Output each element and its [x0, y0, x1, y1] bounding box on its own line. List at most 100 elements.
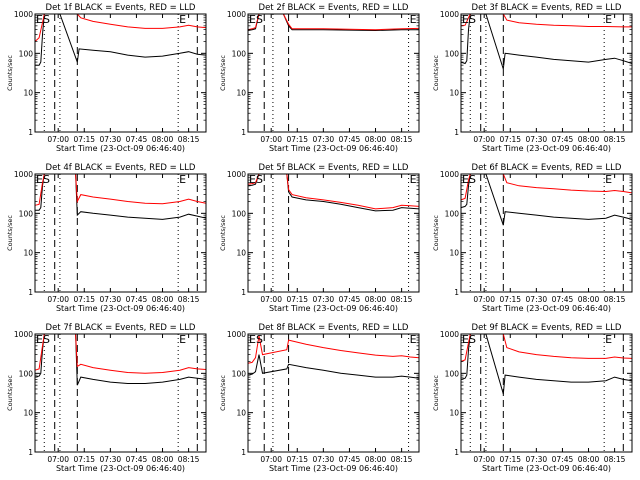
series-line-lld [460, 13, 632, 28]
y-tick-label: 10 [449, 409, 459, 418]
x-tick-label: 07:00 [47, 295, 69, 304]
x-tick-label: 08:15 [391, 135, 413, 144]
series-line-events [460, 333, 633, 395]
y-axis-label: Counts/sec [219, 375, 227, 411]
end-marker-label: E [605, 173, 612, 186]
series-line-events [247, 173, 420, 212]
end-marker-label: E [179, 333, 186, 346]
y-tick-label: 1 [241, 448, 246, 457]
y-tick-label: 10 [236, 89, 246, 98]
x-tick-label: 07:15 [286, 135, 308, 144]
y-tick-label: 100 [19, 209, 34, 218]
y-tick-label: 1 [241, 288, 246, 297]
series-line-events [460, 173, 633, 226]
panel-title: Det 4f BLACK = Events, RED = LLD [46, 163, 196, 173]
y-tick-label: 1 [454, 448, 459, 457]
start-marker-label: ES [462, 13, 476, 26]
plot-frame [460, 173, 633, 293]
y-tick-label: 1 [28, 288, 33, 297]
series-line-events [247, 13, 419, 32]
x-tick-label: 07:45 [552, 455, 574, 464]
x-tick-label: 08:00 [152, 455, 174, 464]
x-tick-label: 07:45 [126, 455, 148, 464]
panel-title: Det 5f BLACK = Events, RED = LLD [259, 163, 409, 173]
series-line-lld [460, 333, 633, 362]
x-tick-label: 07:00 [260, 455, 282, 464]
end-marker-label: E [410, 13, 417, 26]
y-axis-label: Counts/sec [6, 55, 14, 91]
x-tick-label: 07:15 [73, 295, 95, 304]
plot-frame [460, 13, 633, 133]
y-tick-label: 1000 [440, 330, 459, 339]
x-tick-label: 08:00 [578, 455, 600, 464]
x-tick-label: 07:45 [552, 295, 574, 304]
y-tick-label: 1000 [14, 330, 33, 339]
start-marker-label: ES [462, 173, 476, 186]
y-axis-label: Counts/sec [432, 375, 440, 411]
detector-panel-9: 1 10 100 1000 07:00 07:15 07:30 07:45 08:00 08:15… [432, 323, 633, 473]
end-marker-label: E [605, 333, 612, 346]
y-tick-label: 10 [23, 89, 33, 98]
x-tick-label: 07:15 [73, 455, 95, 464]
y-tick-label: 1 [28, 128, 33, 137]
y-tick-label: 1000 [14, 10, 33, 19]
x-tick-label: 07:30 [526, 455, 548, 464]
detector-panel-8: 1 10 100 1000 07:00 07:15 07:30 07:45 08:00 08:15… [219, 323, 420, 473]
series-line-lld [247, 173, 420, 210]
x-tick-label: 07:45 [126, 135, 148, 144]
detector-panel-6: 1 10 100 1000 07:00 07:15 07:30 07:45 08:00 08:15… [432, 163, 633, 313]
x-tick-label: 07:30 [100, 295, 122, 304]
y-tick-label: 10 [236, 409, 246, 418]
x-tick-label: 07:30 [100, 135, 122, 144]
x-tick-label: 07:30 [313, 135, 335, 144]
y-tick-label: 1 [241, 128, 246, 137]
panel-title: Det 7f BLACK = Events, RED = LLD [46, 323, 196, 333]
plot-frame [34, 333, 207, 453]
x-tick-label: 07:30 [313, 295, 335, 304]
detector-panel-7: 1 10 100 1000 07:00 07:15 07:30 07:45 08:00 08:15… [6, 323, 207, 473]
start-marker-label: ES [249, 333, 263, 346]
plot-frame [34, 173, 207, 293]
y-axis-label: Counts/sec [6, 375, 14, 411]
x-tick-label: 08:00 [152, 135, 174, 144]
y-tick-label: 1000 [440, 170, 459, 179]
plot-frame [460, 333, 633, 453]
panel-title: Det 3f BLACK = Events, RED = LLD [472, 3, 622, 13]
x-tick-label: 08:15 [178, 295, 200, 304]
x-tick-label: 07:30 [313, 455, 335, 464]
series-line-events [247, 354, 420, 379]
plot-frame [247, 333, 420, 453]
y-tick-label: 10 [449, 249, 459, 258]
x-tick-label: 08:15 [604, 295, 626, 304]
start-marker-label: ES [249, 13, 263, 26]
x-tick-label: 07:15 [499, 135, 521, 144]
x-tick-label: 08:00 [365, 135, 387, 144]
x-axis-label: Start Time (23-Oct-09 06:46:40) [269, 304, 398, 313]
y-tick-label: 100 [19, 369, 34, 378]
y-tick-label: 100 [445, 49, 460, 58]
x-tick-label: 08:15 [604, 455, 626, 464]
plot-frame [247, 173, 420, 293]
y-tick-label: 100 [445, 369, 460, 378]
detector-panel-4: 1 10 100 1000 07:00 07:15 07:30 07:45 08:00 08:15… [6, 163, 207, 313]
y-tick-label: 10 [236, 249, 246, 258]
series-line-events [35, 13, 207, 66]
x-tick-label: 07:45 [339, 455, 361, 464]
x-axis-label: Start Time (23-Oct-09 06:46:40) [269, 464, 398, 473]
detector-panel-5: 1 10 100 1000 07:00 07:15 07:30 07:45 08:00 08:15… [219, 163, 420, 313]
y-tick-label: 100 [232, 49, 247, 58]
panel-title: Det 6f BLACK = Events, RED = LLD [472, 163, 622, 173]
y-tick-label: 1000 [440, 10, 459, 19]
x-axis-label: Start Time (23-Oct-09 06:46:40) [56, 144, 185, 153]
y-tick-label: 100 [232, 209, 247, 218]
series-line-lld [34, 333, 207, 374]
x-tick-label: 07:00 [473, 455, 495, 464]
detector-panel-3: 1 10 100 1000 07:00 07:15 07:30 07:45 08:00 08:15… [432, 3, 633, 153]
y-tick-label: 1 [28, 448, 33, 457]
y-axis-label: Counts/sec [432, 215, 440, 251]
x-axis-label: Start Time (23-Oct-09 06:46:40) [482, 464, 611, 473]
series-line-events [34, 333, 207, 386]
x-tick-label: 07:00 [473, 295, 495, 304]
detector-panel-1: 1 10 100 1000 07:00 07:15 07:30 07:45 08:00 08:15… [6, 3, 207, 153]
